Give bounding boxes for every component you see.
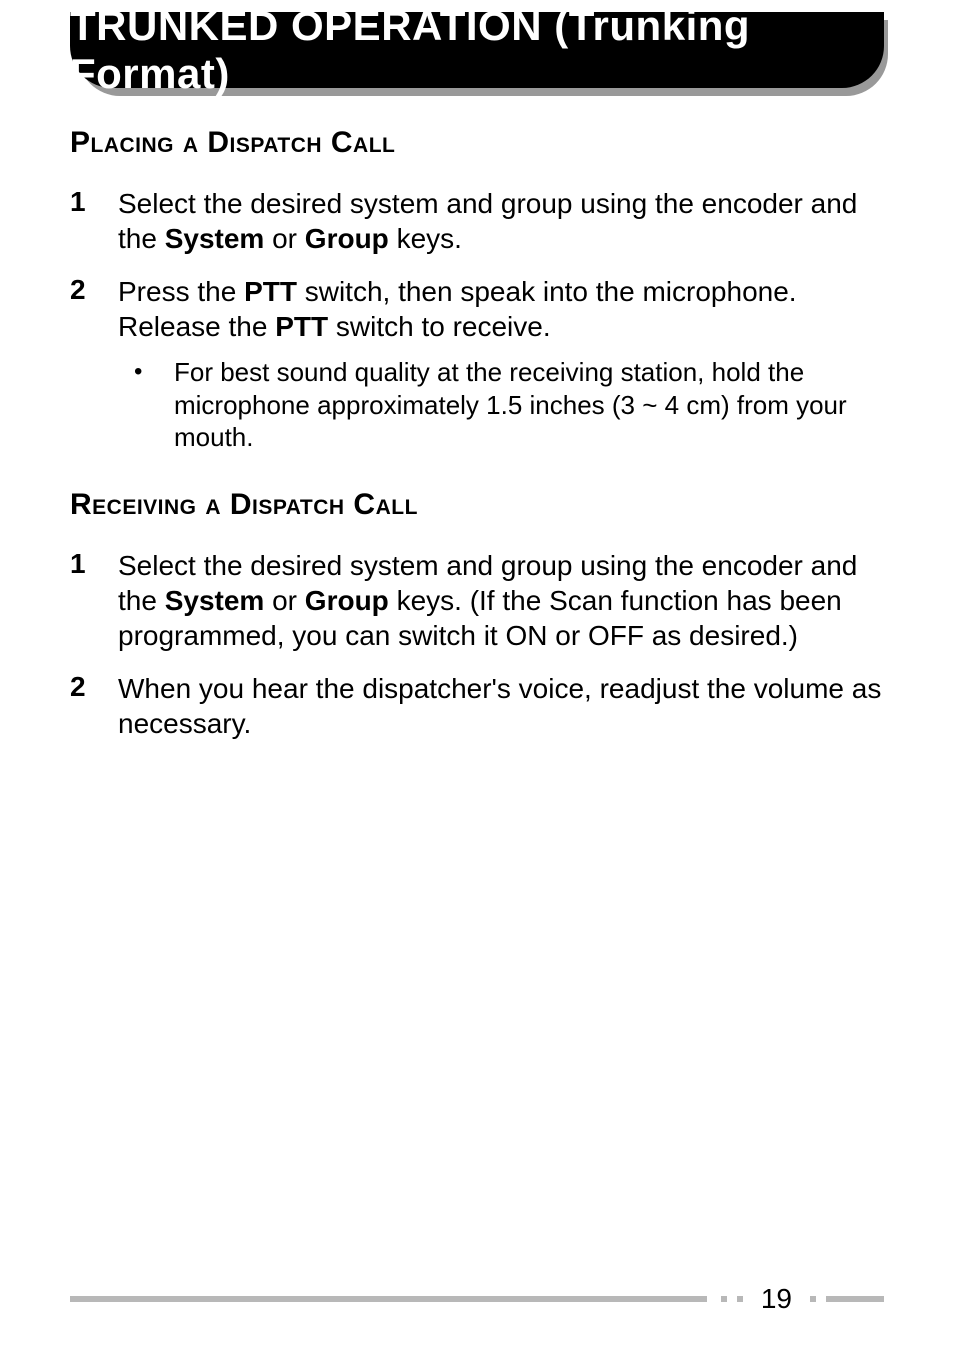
list-body: Select the desired system and group usin… xyxy=(118,548,884,653)
bullet-text: For best sound quality at the receiving … xyxy=(174,356,884,454)
list-body: Press the PTT switch, then speak into th… xyxy=(118,274,884,454)
footer-rule-right xyxy=(826,1296,884,1302)
numbered-list: 1Select the desired system and group usi… xyxy=(70,548,884,741)
section-heading: Placing a Dispatch Call xyxy=(70,126,884,160)
list-item: 2Press the PTT switch, then speak into t… xyxy=(70,274,884,454)
content: Placing a Dispatch Call1Select the desir… xyxy=(70,126,884,741)
list-number: 1 xyxy=(70,548,118,653)
list-item: 1Select the desired system and group usi… xyxy=(70,548,884,653)
list-number: 2 xyxy=(70,274,118,454)
title-text: TRUNKED OPERATION (Trunking Format) xyxy=(70,2,884,98)
title-banner: TRUNKED OPERATION (Trunking Format) xyxy=(70,12,884,88)
list-item: 1Select the desired system and group usi… xyxy=(70,186,884,256)
list-number: 1 xyxy=(70,186,118,256)
list-body: Select the desired system and group usin… xyxy=(118,186,884,256)
list-body: When you hear the dispatcher's voice, re… xyxy=(118,671,884,741)
section-heading: Receiving a Dispatch Call xyxy=(70,488,884,522)
list-number: 2 xyxy=(70,671,118,741)
page-number: 19 xyxy=(743,1283,810,1315)
sub-bullet: •For best sound quality at the receiving… xyxy=(128,356,884,454)
numbered-list: 1Select the desired system and group usi… xyxy=(70,186,884,454)
footer-rule-left xyxy=(70,1296,707,1302)
footer-dot xyxy=(810,1296,816,1302)
bullet-icon: • xyxy=(128,356,174,454)
page-footer: 19 xyxy=(70,1283,884,1315)
footer-dot xyxy=(721,1296,727,1302)
title-banner-wrapper: TRUNKED OPERATION (Trunking Format) xyxy=(70,12,884,88)
list-item: 2When you hear the dispatcher's voice, r… xyxy=(70,671,884,741)
page: TRUNKED OPERATION (Trunking Format) Plac… xyxy=(0,12,954,1357)
